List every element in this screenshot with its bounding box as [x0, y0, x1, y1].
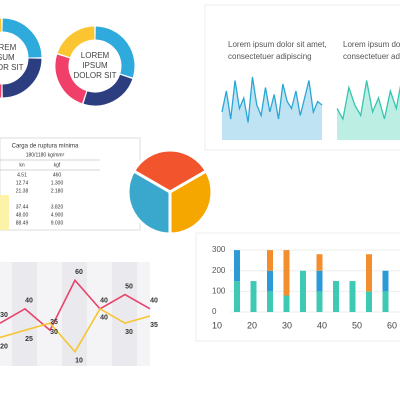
table-column: kn — [19, 162, 25, 168]
y-tick-label: 200 — [212, 266, 226, 275]
area-title: consectetuer adipiscing — [228, 52, 312, 61]
donut-segment — [2, 58, 42, 98]
y-tick-label: 300 — [212, 245, 226, 254]
donut-segment — [83, 74, 133, 106]
table-cell: 48.00 — [16, 212, 29, 218]
table-cell: 88.49 — [16, 220, 29, 226]
bar-segment — [349, 281, 356, 312]
table-header: Carga de ruptura mínima — [12, 144, 79, 150]
table-cell: 21.38 — [16, 188, 29, 194]
table-cell: 1.300 — [51, 180, 64, 186]
donut-segment — [57, 26, 95, 58]
line-series — [0, 278, 151, 332]
bar-segment — [283, 250, 290, 296]
bar-segment — [250, 281, 257, 312]
donut-segment — [55, 54, 87, 104]
table-cell: 4.900 — [51, 212, 64, 218]
bar-segment — [283, 295, 290, 312]
donut-label: LOREM — [0, 43, 17, 52]
table-cell: 9.030 — [51, 220, 64, 226]
bar-segment — [267, 250, 273, 271]
bar-segment — [267, 291, 273, 312]
pie-slice — [168, 168, 214, 236]
table-cell: 460 — [53, 172, 62, 178]
table-column: kgf — [54, 162, 61, 168]
point-label: 50 — [125, 283, 133, 290]
donut-label: DOLOR SIT — [73, 71, 116, 80]
point-label: 25 — [25, 336, 33, 343]
table-cell: 2.180 — [51, 188, 64, 194]
point-label: 60 — [75, 269, 83, 276]
bar-segment — [300, 270, 306, 312]
line-series — [0, 307, 151, 354]
bar-segment — [366, 254, 372, 292]
x-tick-label: 50 — [352, 320, 362, 330]
bar-segment — [316, 270, 323, 292]
donut-segment — [2, 18, 42, 58]
column-band — [112, 262, 137, 366]
point-label: 40 — [100, 315, 108, 322]
donut-label: DOLOR SIT — [0, 63, 24, 72]
point-label: 30 — [50, 329, 58, 336]
area-fill — [337, 80, 400, 140]
point-label: 20 — [0, 343, 8, 350]
x-tick-label: 30 — [282, 320, 292, 330]
donut-label: LOREM — [81, 51, 110, 60]
point-label: 35 — [150, 322, 158, 329]
bar-segment — [382, 291, 389, 312]
pie-slice — [126, 168, 172, 236]
point-label: 30 — [125, 329, 133, 336]
y-tick-label: 100 — [212, 286, 226, 295]
area-title: Lorem ipsum dolor sit — [343, 40, 400, 49]
bar-segment — [316, 291, 323, 312]
point-label: 40 — [25, 298, 33, 305]
donut-segment — [95, 26, 135, 78]
point-label: 25 — [50, 319, 58, 326]
x-tick-label: 60 — [387, 320, 397, 330]
table-cell: 3.820 — [51, 204, 64, 210]
point-label: 40 — [150, 298, 158, 305]
x-tick-label: 40 — [317, 320, 327, 330]
table-cell: 4.51 — [17, 172, 27, 178]
column-band — [62, 262, 87, 366]
table-subheader: 180/1180 kg/mm² — [26, 152, 65, 158]
table-card — [0, 137, 141, 231]
x-tick-label: 10 — [212, 320, 222, 330]
area-title: consectetuer ad — [343, 52, 400, 61]
point-label: 30 — [0, 312, 8, 319]
donut-label: IPSUM — [82, 61, 108, 70]
area-line — [221, 76, 323, 123]
pie-slice — [131, 148, 209, 194]
bar-segment — [366, 291, 372, 312]
x-tick-label: 20 — [247, 320, 257, 330]
area-title: Lorem ipsum dolor sit amet, — [228, 40, 327, 49]
table-cell: 37.44 — [16, 204, 29, 210]
table-highlight — [0, 195, 9, 230]
bar-segment — [234, 281, 240, 312]
bar-segment — [382, 270, 389, 292]
y-tick-label: 0 — [212, 307, 217, 316]
point-label: 10 — [75, 358, 83, 365]
bar-segment — [267, 270, 273, 292]
area-line — [336, 80, 400, 121]
point-label: 40 — [100, 298, 108, 305]
bar-segment — [333, 281, 339, 312]
bar-segment — [316, 254, 323, 271]
table-cell: 12.74 — [16, 180, 29, 186]
bar-segment — [234, 250, 240, 282]
donut-label: IPSUM — [0, 53, 15, 62]
area-fill — [222, 77, 322, 140]
